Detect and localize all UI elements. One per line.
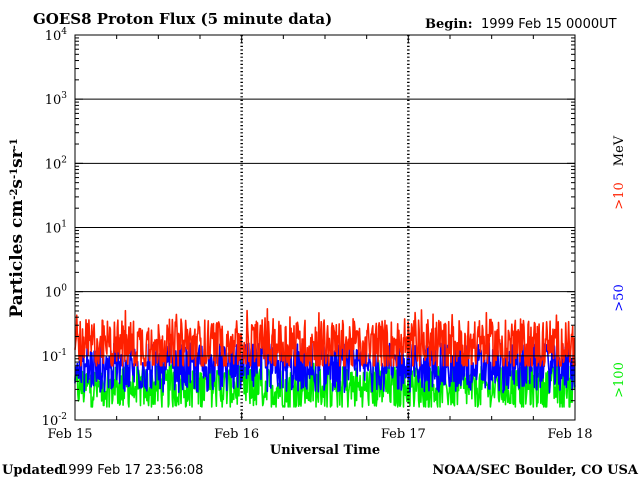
y-axis-label-text: Particles cm <box>7 200 27 318</box>
y-axis-label-exponent: -1 <box>9 138 20 149</box>
y-tick-base: 10 <box>45 157 62 172</box>
updated-value: 1999 Feb 17 23:56:08 <box>60 463 203 478</box>
y-tick-exponent: -1 <box>58 348 67 358</box>
y-axis-label-text: sr <box>7 148 27 168</box>
legend: >10 >50 >100 MeV <box>612 135 627 398</box>
y-tick-exponent: -2 <box>58 412 67 422</box>
x-tick-label: Feb 18 <box>548 427 593 442</box>
grid-layer <box>75 35 575 420</box>
y-tick-exponent: 3 <box>61 91 67 101</box>
x-tick-label: Feb 15 <box>48 427 93 442</box>
y-axis-label-exponent: -1 <box>9 168 20 179</box>
y-tick-base: 10 <box>45 29 62 44</box>
y-tick-base: 10 <box>42 350 59 365</box>
tick-layer <box>74 34 576 421</box>
begin-label: Begin: <box>425 17 473 32</box>
y-tick-exponent: 4 <box>61 27 67 37</box>
y-tick-label: 100 <box>45 284 68 301</box>
y-tick-base: 10 <box>45 93 62 108</box>
credit-text: NOAA/SEC Boulder, CO USA <box>432 463 639 478</box>
y-tick-label: 10-2 <box>42 412 67 429</box>
legend-entry: >50 <box>612 284 627 311</box>
legend-entry: >100 <box>612 362 627 398</box>
begin-value: 1999 Feb 15 0000UT <box>481 17 617 32</box>
series-layer <box>74 308 576 408</box>
x-tick-label: Feb 17 <box>381 427 426 442</box>
legend-entry: >10 <box>612 182 627 209</box>
y-axis-label-exponent: -2 <box>9 189 20 200</box>
y-axis-label-text: s <box>7 179 27 189</box>
chart-title: GOES8 Proton Flux (5 minute data) <box>33 10 332 28</box>
x-tick-label: Feb 16 <box>214 427 259 442</box>
y-tick-label: 101 <box>45 220 67 237</box>
y-tick-label: 104 <box>45 27 68 44</box>
y-tick-label: 103 <box>45 91 68 108</box>
y-axis-label: Particles cm-2s-1sr-1 <box>7 138 27 318</box>
y-tick-exponent: 0 <box>61 284 67 294</box>
updated-label: Updated <box>2 463 63 478</box>
series-line <box>74 308 576 367</box>
y-tick-label: 102 <box>45 155 67 172</box>
x-axis-label: Universal Time <box>270 443 380 458</box>
series-line <box>74 340 576 394</box>
y-tick-base: 10 <box>42 414 59 429</box>
legend-unit: MeV <box>612 135 627 166</box>
y-tick-base: 10 <box>45 286 62 301</box>
y-tick-exponent: 1 <box>61 220 67 230</box>
y-tick-label: 10-1 <box>42 348 67 365</box>
y-tick-base: 10 <box>45 222 62 237</box>
y-tick-exponent: 2 <box>61 155 67 165</box>
